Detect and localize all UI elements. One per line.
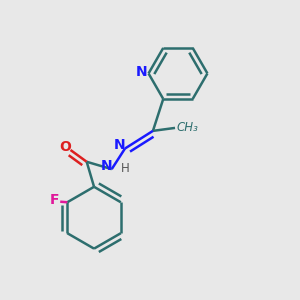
Text: N: N — [113, 138, 125, 152]
Text: CH₃: CH₃ — [176, 122, 198, 134]
Text: F: F — [50, 193, 60, 207]
Text: N: N — [136, 65, 148, 79]
Text: N: N — [100, 159, 112, 173]
Text: H: H — [121, 162, 130, 175]
Text: O: O — [59, 140, 71, 154]
